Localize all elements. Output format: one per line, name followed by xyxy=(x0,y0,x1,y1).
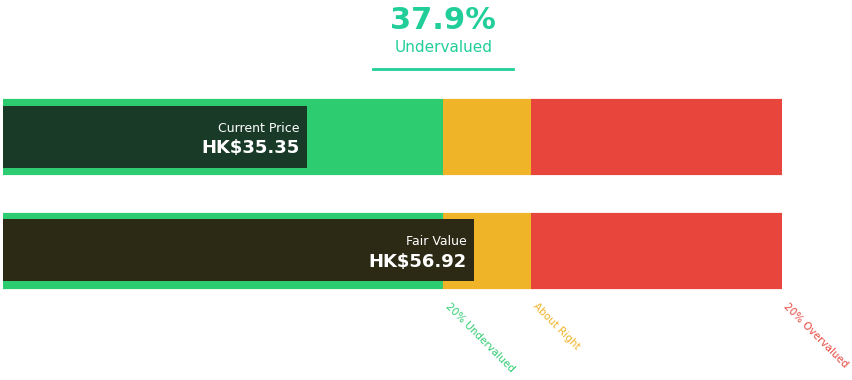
FancyBboxPatch shape xyxy=(3,97,443,176)
FancyBboxPatch shape xyxy=(531,211,781,290)
Text: Undervalued: Undervalued xyxy=(394,40,492,55)
FancyBboxPatch shape xyxy=(443,97,531,176)
Text: Fair Value: Fair Value xyxy=(406,235,466,248)
FancyBboxPatch shape xyxy=(3,106,307,168)
Text: 37.9%: 37.9% xyxy=(390,6,496,35)
Text: About Right: About Right xyxy=(531,301,581,352)
Text: 20% Undervalued: 20% Undervalued xyxy=(443,301,515,374)
FancyBboxPatch shape xyxy=(443,211,531,290)
Text: 20% Overvalued: 20% Overvalued xyxy=(781,301,849,369)
FancyBboxPatch shape xyxy=(3,219,474,282)
FancyBboxPatch shape xyxy=(531,97,781,176)
FancyBboxPatch shape xyxy=(3,211,443,290)
Text: Current Price: Current Price xyxy=(218,122,299,135)
Text: HK$35.35: HK$35.35 xyxy=(201,139,299,157)
Bar xyxy=(3,176,781,211)
Text: HK$56.92: HK$56.92 xyxy=(368,253,466,271)
